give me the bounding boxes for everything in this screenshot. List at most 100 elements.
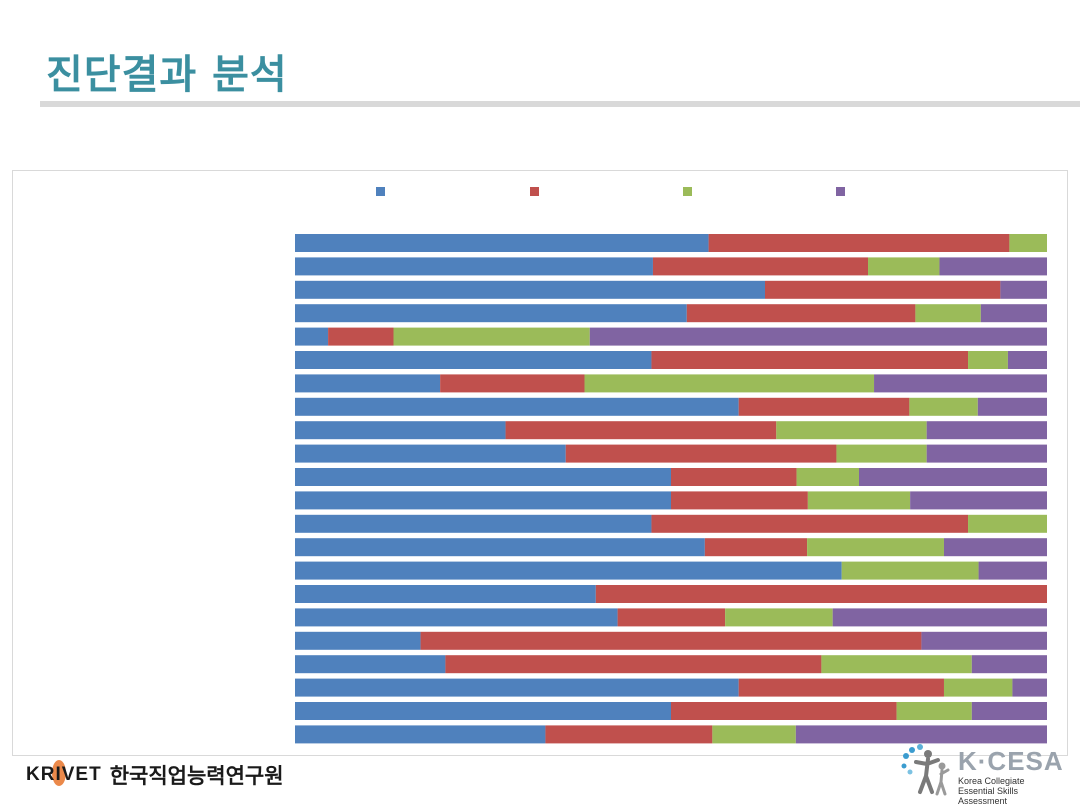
bar-row-19-series-3	[821, 655, 972, 674]
bar-row-9-series-1	[295, 421, 506, 440]
bar-row-1-series-2	[708, 234, 1010, 252]
bar-row-13-series-2	[651, 514, 969, 533]
bar-row-8-series-3	[909, 397, 978, 416]
bar-row-12-series-1	[295, 491, 671, 510]
bar-row-8-series-1	[295, 397, 739, 416]
kcesa-subtitle: Korea Collegiate Essential Skills Assess…	[958, 776, 1068, 806]
bar-row-4-series-3	[915, 304, 981, 323]
bar-row-17-series-1	[295, 608, 618, 627]
bar-row-7-series-3	[584, 374, 875, 393]
bar-row-16-series-1	[295, 585, 596, 603]
legend-marker-series-1	[376, 187, 385, 196]
chart-legend	[376, 187, 845, 196]
kcesa-logo: K·CESA Korea Collegiate Essential Skills…	[898, 742, 1068, 806]
bar-row-2-series-3	[868, 257, 940, 276]
bar-row-14-series-4	[943, 538, 1047, 557]
bar-row-20-series-1	[295, 678, 739, 697]
bar-row-13-series-3	[968, 514, 1047, 533]
bar-row-3-series-2	[765, 280, 1001, 299]
bar-row-9-series-4	[926, 421, 1047, 440]
bar-row-11-series-2	[671, 468, 797, 486]
bar-row-21-series-4	[971, 702, 1047, 720]
stacked-bar-chart	[295, 187, 1047, 744]
bar-row-20-series-4	[1012, 678, 1047, 697]
bar-row-9-series-3	[776, 421, 927, 440]
bar-row-4-series-4	[980, 304, 1047, 323]
bar-row-2-series-2	[652, 257, 869, 276]
bar-row-15-series-1	[295, 561, 842, 580]
bar-row-5-series-4	[589, 327, 1047, 346]
bar-row-3-series-4	[1000, 280, 1047, 299]
bar-row-11-series-3	[796, 468, 859, 486]
bar-row-10-series-3	[836, 444, 927, 463]
bar-row-20-series-2	[738, 678, 944, 697]
kcesa-subtitle-line1: Korea Collegiate	[958, 776, 1025, 786]
bar-row-1-series-1	[295, 234, 709, 252]
bar-row-21-series-3	[896, 702, 972, 720]
bar-row-4-series-1	[295, 304, 687, 323]
bar-row-10-series-4	[926, 444, 1047, 463]
bar-row-6-series-3	[968, 351, 1008, 369]
legend-marker-series-4	[836, 187, 845, 196]
bar-row-21-series-2	[671, 702, 897, 720]
bar-row-16-series-2	[595, 585, 1047, 603]
bar-row-9-series-2	[505, 421, 777, 440]
legend-marker-series-3	[683, 187, 692, 196]
legend-marker-series-2	[530, 187, 539, 196]
chart-bars	[295, 234, 1047, 744]
bar-row-17-series-3	[725, 608, 833, 627]
bar-row-12-series-4	[910, 491, 1047, 510]
bar-row-17-series-4	[832, 608, 1047, 627]
bar-row-6-series-4	[1007, 351, 1047, 369]
kcesa-subtitle-line2: Essential Skills Assessment	[958, 786, 1019, 806]
bar-row-18-series-1	[295, 631, 421, 650]
kcesa-name: K·CESA	[958, 746, 1064, 776]
bar-row-14-series-3	[807, 538, 944, 557]
bar-row-5-series-1	[295, 327, 329, 346]
bar-row-18-series-2	[420, 631, 922, 650]
bar-row-2-series-4	[939, 257, 1047, 276]
bar-row-10-series-2	[565, 444, 837, 463]
bar-row-17-series-2	[617, 608, 726, 627]
bar-row-20-series-3	[943, 678, 1013, 697]
title-divider	[40, 101, 1080, 107]
bar-row-11-series-4	[859, 468, 1047, 486]
bar-row-5-series-3	[393, 327, 590, 346]
bar-row-22-series-4	[795, 725, 1047, 744]
bar-row-13-series-1	[295, 514, 652, 533]
bar-row-7-series-4	[874, 374, 1047, 393]
bar-row-15-series-4	[978, 561, 1047, 580]
bar-row-21-series-1	[295, 702, 671, 720]
krivet-logo: KRIVET 한국직업능력연구원	[26, 760, 284, 790]
bar-row-2-series-1	[295, 257, 653, 276]
bar-row-12-series-2	[671, 491, 808, 510]
page-title: 진단결과 분석	[46, 52, 288, 98]
bar-row-3-series-1	[295, 280, 765, 299]
bar-row-1-series-3	[1009, 234, 1047, 252]
bar-row-11-series-1	[295, 468, 671, 486]
bar-row-6-series-1	[295, 351, 652, 369]
bar-row-8-series-2	[738, 397, 910, 416]
bar-row-12-series-3	[807, 491, 911, 510]
bar-row-14-series-1	[295, 538, 705, 557]
bar-row-22-series-3	[712, 725, 796, 744]
krivet-en-name: KRIVET	[26, 764, 102, 785]
kcesa-figure-icon	[901, 744, 950, 796]
bar-row-8-series-4	[977, 397, 1047, 416]
bar-row-22-series-1	[295, 725, 546, 744]
bar-row-19-series-2	[445, 655, 822, 674]
bar-row-7-series-1	[295, 374, 441, 393]
bar-row-22-series-2	[545, 725, 713, 744]
bar-row-15-series-3	[841, 561, 979, 580]
bar-row-19-series-1	[295, 655, 446, 674]
bar-row-5-series-2	[328, 327, 394, 346]
bar-row-10-series-1	[295, 444, 566, 463]
bar-row-6-series-2	[651, 351, 969, 369]
krivet-ko-name: 한국직업능력연구원	[109, 764, 284, 788]
bar-row-19-series-4	[971, 655, 1047, 674]
krivet-logo-text: KRIVET	[26, 760, 102, 786]
bar-row-14-series-2	[704, 538, 808, 557]
bar-row-7-series-2	[440, 374, 585, 393]
bar-row-18-series-4	[921, 631, 1047, 650]
bar-row-4-series-2	[686, 304, 916, 323]
